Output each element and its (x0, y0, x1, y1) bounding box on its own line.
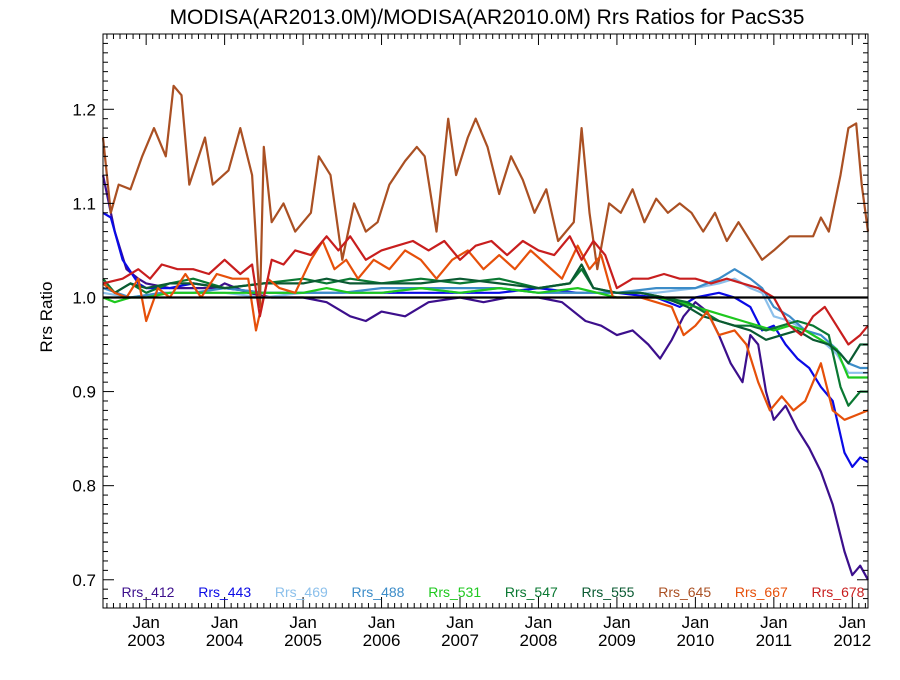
x-tick-label-month: Jan (368, 613, 395, 632)
x-tick-label-month: Jan (525, 613, 552, 632)
x-tick-label-month: Jan (289, 613, 316, 632)
x-tick-label-year: 2006 (363, 631, 401, 650)
legend-item-rrs-443: Rrs_443 (198, 584, 251, 600)
legend-item-rrs-645: Rrs_645 (658, 584, 711, 600)
x-tick-label-year: 2004 (206, 631, 244, 650)
series-line-rrs-678 (102, 235, 869, 346)
x-tick-label-year: 2010 (676, 631, 714, 650)
x-tick-label-month: Jan (132, 613, 159, 632)
y-tick-label: 1.1 (72, 194, 96, 213)
axes-layer: 0.70.80.91.01.11.2Jan2003Jan2004Jan2005J… (72, 33, 871, 650)
legend-item-rrs-555: Rrs_555 (582, 584, 635, 600)
x-tick-label-month: Jan (682, 613, 709, 632)
x-tick-label-month: Jan (603, 613, 630, 632)
x-tick-label-year: 2003 (127, 631, 165, 650)
y-tick-label: 1.2 (72, 100, 96, 119)
x-tick-label-year: 2009 (598, 631, 636, 650)
x-tick-label-year: 2005 (284, 631, 322, 650)
series-layer (101, 84, 870, 581)
series-line-rrs-667 (102, 239, 869, 421)
legend-item-rrs-469: Rrs_469 (275, 584, 328, 600)
legend-item-rrs-488: Rrs_488 (352, 584, 405, 600)
series-line-rrs-412 (101, 174, 869, 581)
legend-item-rrs-667: Rrs_667 (735, 584, 788, 600)
plot-frame (102, 33, 869, 609)
legend-item-rrs-531: Rrs_531 (428, 584, 481, 600)
x-tick-label-month: Jan (760, 613, 787, 632)
x-tick-label-year: 2011 (756, 631, 793, 650)
x-tick-label-year: 2008 (520, 631, 558, 650)
series-line-rrs-555 (102, 263, 868, 365)
legend-item-rrs-678: Rrs_678 (812, 584, 865, 600)
y-tick-label: 1.0 (72, 288, 96, 307)
x-tick-label-month: Jan (211, 613, 238, 632)
y-tick-label: 0.8 (72, 477, 96, 496)
legend-item-rrs-412: Rrs_412 (122, 584, 175, 600)
y-tick-label: 0.7 (72, 571, 96, 590)
y-axis-label: Rrs Ratio (37, 282, 56, 353)
x-tick-label-year: 2007 (441, 631, 479, 650)
chart-title: MODISA(AR2013.0M)/MODISA(AR2010.0M) Rrs … (170, 6, 805, 29)
x-tick-label-month: Jan (839, 613, 866, 632)
x-tick-label-month: Jan (446, 613, 473, 632)
x-tick-label-year: 2012 (833, 631, 871, 650)
series-line-rrs-645 (101, 84, 870, 308)
legend-item-rrs-547: Rrs_547 (505, 584, 558, 600)
y-tick-label: 0.9 (72, 383, 96, 402)
legend: Rrs_412 Rrs_443 Rrs_469 Rrs_488 Rrs_531 Rrs_5… (122, 584, 865, 600)
